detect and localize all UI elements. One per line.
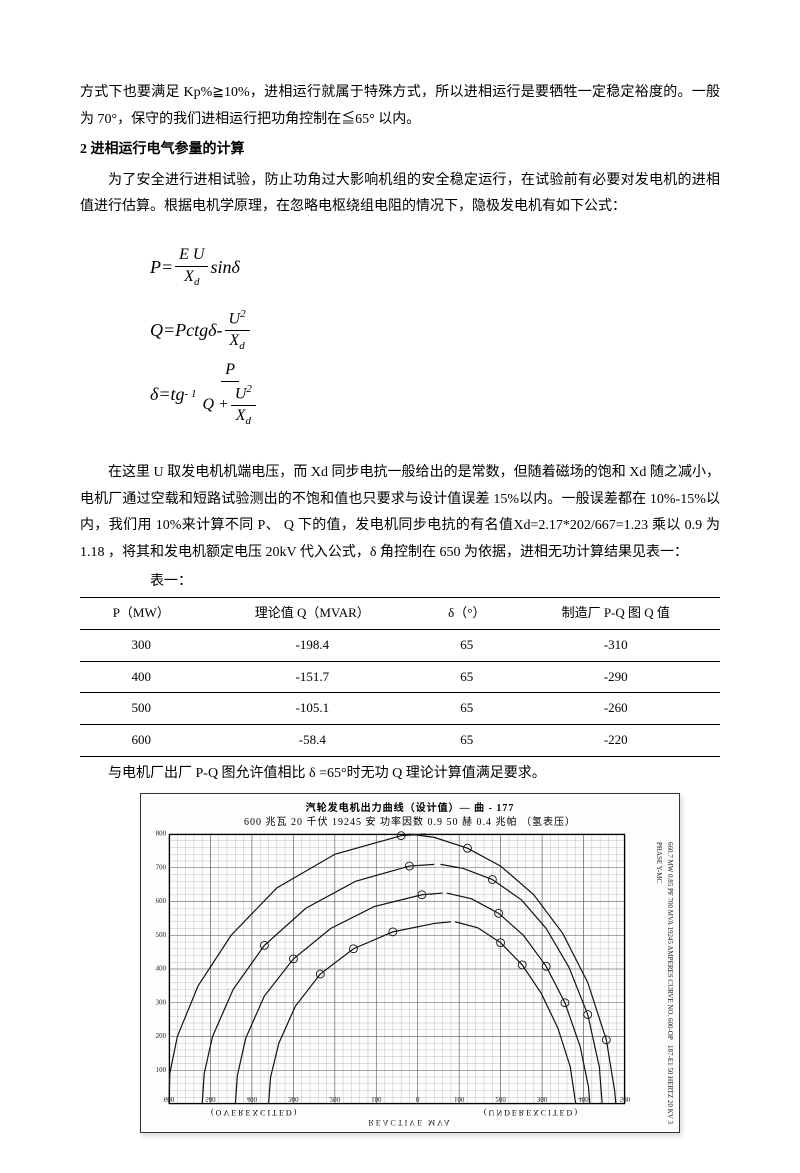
- f2-eq: =: [163, 313, 175, 347]
- f1-tail: sinδ: [210, 250, 239, 284]
- svg-text:200: 200: [156, 1032, 167, 1040]
- f2-minus: -: [217, 313, 223, 347]
- results-table: P（MW）理论值 Q（MVAR）δ（°）制造厂 P-Q 图 Q 值 300-19…: [80, 597, 720, 756]
- f3-top: P: [221, 360, 239, 382]
- formula-delta: δ = tg - 1 P Q + U2 Xd: [150, 360, 720, 428]
- svg-text:500: 500: [156, 931, 167, 939]
- f1-den: X: [184, 268, 194, 285]
- f1-lhs: P: [150, 250, 161, 284]
- svg-text:800: 800: [156, 830, 167, 838]
- svg-text:600: 600: [156, 897, 167, 905]
- chart-bottom-center: REACTIVE MVA: [368, 1115, 451, 1130]
- svg-text:0: 0: [416, 1095, 420, 1103]
- table-cell: -58.4: [202, 724, 422, 756]
- paragraph-4: 与电机厂出厂 P-Q 图允许值相比 δ =65°时无功 Q 理论计算值满足要求。: [80, 761, 720, 788]
- table-header: δ（°）: [422, 598, 511, 630]
- table-cell: -310: [512, 629, 721, 661]
- table-cell: 65: [422, 661, 511, 693]
- svg-text:500: 500: [205, 1095, 216, 1103]
- svg-text:600: 600: [164, 1095, 175, 1103]
- svg-text:500: 500: [620, 1095, 631, 1103]
- chart-title-2: 600 兆瓦 20 千伏 19245 安 功率因数 0.9 50 赫 0.4 兆…: [141, 816, 679, 830]
- chart-underexcited: (UNDEREXCITED): [484, 1105, 579, 1120]
- table-row: 400-151.765-290: [80, 661, 720, 693]
- f2-den: X: [229, 332, 239, 349]
- f1-num: E U: [175, 245, 208, 267]
- table-cell: 300: [80, 629, 202, 661]
- table-cell: -198.4: [202, 629, 422, 661]
- table-cell: 65: [422, 724, 511, 756]
- svg-text:400: 400: [247, 1095, 258, 1103]
- f3-bot-lhs: Q +: [202, 395, 228, 416]
- table-cell: 65: [422, 693, 511, 725]
- intro-paragraph-1: 方式下也要满足 Kp%≧10%，进相运行就属于特殊方式，所以进相运行是要牺牲一定…: [80, 80, 720, 133]
- f1-den-sub: d: [194, 276, 200, 288]
- svg-text:400: 400: [578, 1095, 589, 1103]
- svg-text:300: 300: [156, 999, 167, 1007]
- table-cell: -260: [512, 693, 721, 725]
- svg-text:300: 300: [288, 1095, 299, 1103]
- f3-tg: tg: [171, 377, 185, 411]
- formula-block: P = E U Xd sinδ Q = Pctgδ - U2 Xd δ = tg: [80, 221, 720, 460]
- chart-overexcited: (OVEREXCITED): [211, 1105, 298, 1120]
- svg-text:200: 200: [330, 1095, 341, 1103]
- svg-text:100: 100: [371, 1095, 382, 1103]
- svg-text:700: 700: [156, 864, 167, 872]
- table-row: 500-105.165-260: [80, 693, 720, 725]
- f2-num: U: [229, 311, 241, 328]
- f3-bot-den: X: [236, 407, 246, 424]
- table-label: 表一：: [80, 569, 720, 596]
- table-cell: -220: [512, 724, 721, 756]
- intro-paragraph-2: 为了安全进行进相试验，防止功角过大影响机组的安全稳定运行，在试验前有必要对发电机…: [80, 168, 720, 221]
- table-cell: -290: [512, 661, 721, 693]
- table-cell: -105.1: [202, 693, 422, 725]
- table-header: 制造厂 P-Q 图 Q 值: [512, 598, 721, 630]
- section-heading: 2 进相运行电气参量的计算: [80, 137, 720, 164]
- svg-text:300: 300: [537, 1095, 548, 1103]
- table-cell: 400: [80, 661, 202, 693]
- table-header: P（MW）: [80, 598, 202, 630]
- f2-den-sub: d: [239, 341, 245, 353]
- table-row: 300-198.465-310: [80, 629, 720, 661]
- formula-p: P = E U Xd sinδ: [150, 245, 720, 289]
- f3-bot-den-sub: d: [246, 415, 252, 427]
- f3-bot-num: U: [235, 385, 247, 402]
- table-cell: 500: [80, 693, 202, 725]
- f2-lhs: Q: [150, 313, 163, 347]
- svg-text:100: 100: [156, 1066, 167, 1074]
- chart-right-1: 660.7 MW 0.85 PF 700 MVA 19245 AMPERES C…: [666, 842, 674, 1040]
- table-cell: 600: [80, 724, 202, 756]
- f3-lhs: δ: [150, 377, 158, 411]
- f2-mid: Pctgδ: [175, 313, 216, 347]
- table-cell: -151.7: [202, 661, 422, 693]
- paragraph-3: 在这里 U 取发电机机端电压，而 Xd 同步电抗一般给出的是常数，但随着磁场的饱…: [80, 460, 720, 566]
- pq-capability-chart: 汽轮发电机出力曲线（设计值）— 曲 - 177 600 兆瓦 20 千伏 192…: [140, 793, 680, 1133]
- table-row: 600-58.465-220: [80, 724, 720, 756]
- f1-eq: =: [161, 250, 173, 284]
- table-header: 理论值 Q（MVAR）: [202, 598, 422, 630]
- svg-text:200: 200: [495, 1095, 506, 1103]
- table-cell: 65: [422, 629, 511, 661]
- chart-title-1: 汽轮发电机出力曲线（设计值）— 曲 - 177: [141, 802, 679, 816]
- svg-text:400: 400: [156, 965, 167, 973]
- f2-num-sup: 2: [240, 308, 246, 320]
- f3-bot-num-sup: 2: [246, 383, 252, 395]
- svg-text:100: 100: [454, 1095, 465, 1103]
- formula-q: Q = Pctgδ - U2 Xd: [150, 307, 720, 354]
- f3-inv: - 1: [185, 384, 197, 405]
- f3-eq: =: [158, 377, 170, 411]
